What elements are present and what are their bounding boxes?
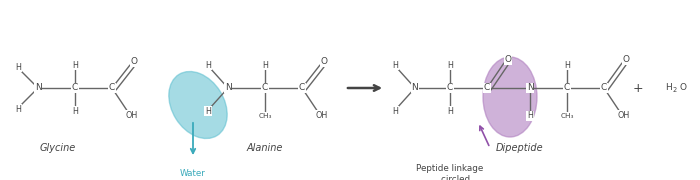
Text: H: H [447,60,453,69]
Text: H: H [564,60,570,69]
Text: +: + [633,82,643,94]
Text: H: H [262,60,268,69]
Text: CH₃: CH₃ [560,113,574,119]
Text: N: N [526,84,533,93]
Text: 2: 2 [673,87,678,93]
Text: O: O [505,55,512,64]
Text: C: C [109,84,115,93]
Text: H: H [392,60,398,69]
Text: H: H [665,84,672,93]
Text: C: C [564,84,570,93]
Text: H: H [205,60,211,69]
Text: H: H [15,62,21,71]
Text: OH: OH [618,111,630,120]
Text: H: H [447,107,453,116]
Text: O: O [679,84,686,93]
Text: C: C [72,84,78,93]
Text: C: C [299,84,305,93]
Text: Glycine: Glycine [40,143,76,153]
Text: O: O [130,57,137,66]
Text: C: C [262,84,268,93]
Text: C: C [484,84,490,93]
Text: O: O [321,57,328,66]
Ellipse shape [169,71,228,138]
Text: Dipeptide: Dipeptide [496,143,544,153]
Text: H: H [392,107,398,116]
Text: N: N [225,84,232,93]
Text: OH: OH [126,111,138,120]
Text: H: H [72,60,78,69]
Text: Water
released: Water released [174,169,212,180]
Text: CH₃: CH₃ [258,113,272,119]
Text: Alanine: Alanine [247,143,284,153]
Text: OH: OH [316,111,328,120]
Text: C: C [447,84,453,93]
Ellipse shape [483,57,537,137]
Text: H: H [205,107,211,116]
Text: H: H [72,107,78,116]
Text: N: N [34,84,41,93]
Text: H: H [15,105,21,114]
Text: Peptide linkage
    circled: Peptide linkage circled [416,164,484,180]
Text: H: H [527,111,533,120]
Text: O: O [622,55,629,64]
Text: N: N [412,84,419,93]
Text: C: C [601,84,607,93]
